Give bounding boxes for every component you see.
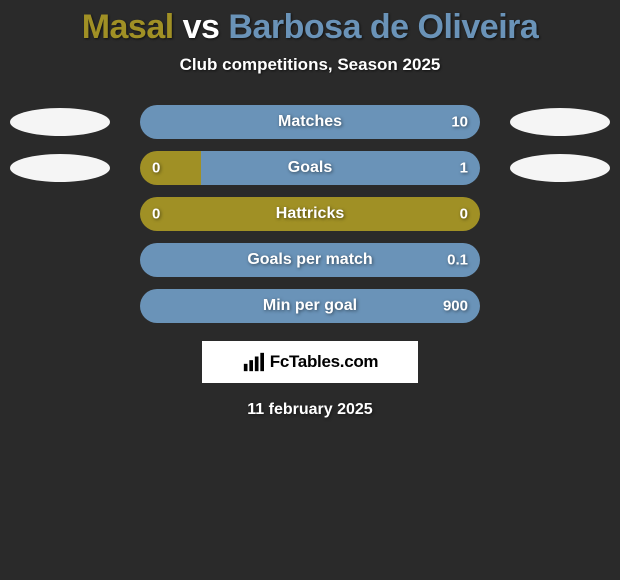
- brand-text: FcTables.com: [270, 352, 379, 372]
- bar-fill-player2: [201, 151, 480, 185]
- player2-name: Barbosa de Oliveira: [228, 8, 538, 46]
- date-text: 11 february 2025: [0, 401, 620, 419]
- player1-name: Masal: [82, 8, 174, 46]
- stat-row: Matches 10: [0, 105, 620, 139]
- stat-row: Goals per match 0.1: [0, 243, 620, 277]
- stat-bar: Matches 10: [140, 105, 480, 139]
- stat-value-player2: 0: [460, 206, 468, 223]
- stat-label: Goals: [288, 159, 332, 177]
- stat-label: Matches: [278, 113, 342, 131]
- stat-value-player2: 900: [443, 298, 468, 315]
- stat-label: Hattricks: [276, 205, 344, 223]
- stat-bar: Min per goal 900: [140, 289, 480, 323]
- comparison-container: Matches 10 Goals 0 1 Hattricks 0 0 Goals per mat…: [0, 105, 620, 323]
- stat-row: Hattricks 0 0: [0, 197, 620, 231]
- stat-value-player2: 0.1: [447, 252, 468, 269]
- brand-box[interactable]: FcTables.com: [202, 341, 418, 383]
- page-title: Masal vs Barbosa de Oliveira: [0, 0, 620, 55]
- subtitle: Club competitions, Season 2025: [0, 55, 620, 105]
- stat-value-player1: 0: [152, 160, 160, 177]
- stat-label: Goals per match: [247, 251, 372, 269]
- stat-bar: Goals 0 1: [140, 151, 480, 185]
- stat-label: Min per goal: [263, 297, 357, 315]
- player2-marker: [510, 154, 610, 182]
- stat-value-player1: 0: [152, 206, 160, 223]
- player2-marker: [510, 108, 610, 136]
- stat-row: Goals 0 1: [0, 151, 620, 185]
- vs-text: vs: [183, 8, 220, 46]
- stat-value-player2: 1: [460, 160, 468, 177]
- player1-marker: [10, 154, 110, 182]
- bar-fill-player1: [140, 151, 201, 185]
- stat-value-player2: 10: [451, 114, 468, 131]
- bar-chart-icon: [242, 351, 264, 373]
- stat-row: Min per goal 900: [0, 289, 620, 323]
- player1-marker: [10, 108, 110, 136]
- stat-bar: Hattricks 0 0: [140, 197, 480, 231]
- stat-bar: Goals per match 0.1: [140, 243, 480, 277]
